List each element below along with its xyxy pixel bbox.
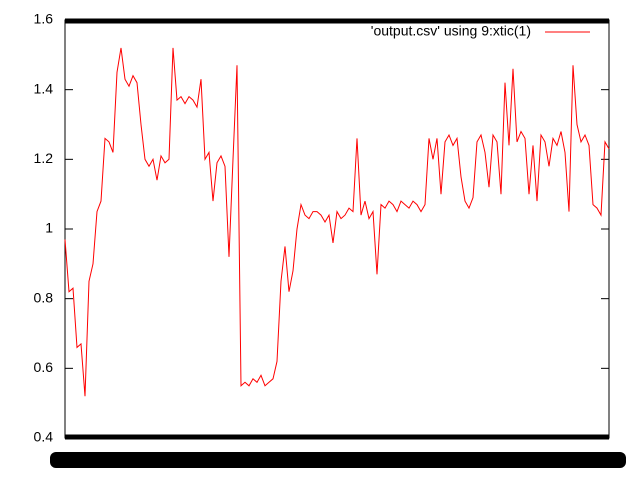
y-tick-label: 0.8 [34, 289, 54, 305]
y-tick-label: 1.2 [34, 150, 54, 166]
y-tick-label: 0.6 [34, 359, 54, 375]
y-tick-label: 0.4 [34, 429, 54, 445]
data-line [64, 47, 610, 397]
legend-label: 'output.csv' using 9:xtic(1) [371, 23, 531, 39]
y-tick-label: 1.6 [34, 11, 54, 27]
y-tick-label: 1.4 [34, 80, 54, 96]
y-tick-label: 1 [45, 220, 53, 236]
plot-border [64, 19, 610, 439]
x-tick-labels-overlap [50, 452, 626, 468]
